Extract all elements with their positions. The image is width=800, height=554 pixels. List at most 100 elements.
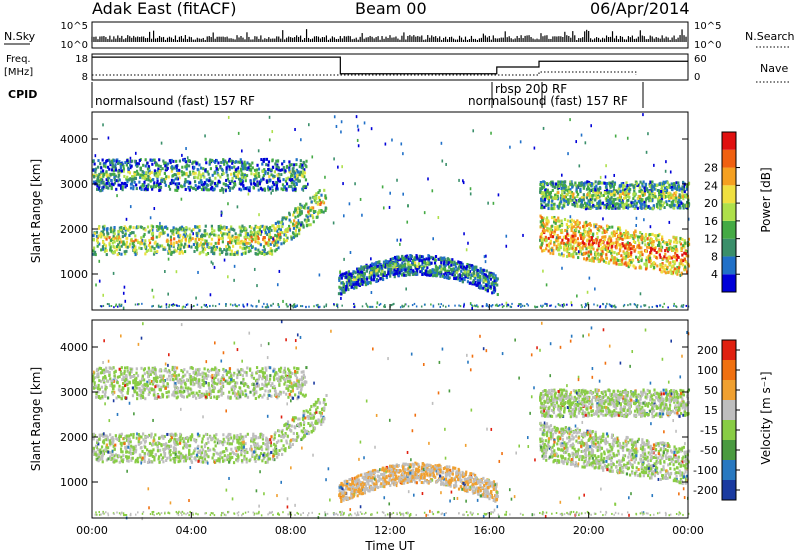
heat-cell: [652, 243, 655, 247]
heat-cell: [587, 182, 590, 186]
heat-cell: [362, 276, 365, 280]
heat-cell: [539, 246, 543, 250]
heat-cell: [614, 197, 617, 201]
heat-cell: [542, 185, 546, 189]
heat-cell: [682, 185, 685, 189]
heat-cell: [442, 273, 445, 277]
heat-cell: [371, 263, 375, 267]
noise-cell: [569, 118, 571, 122]
heat-cell: [593, 256, 596, 260]
heat-cell: [663, 205, 666, 209]
heat-cell: [115, 179, 118, 183]
heat-cell: [140, 187, 143, 191]
heat-cell: [207, 172, 210, 176]
heat-cell: [117, 229, 120, 233]
heat-cell: [557, 180, 560, 184]
heat-cell: [555, 195, 558, 199]
heat-cell: [103, 249, 107, 253]
heat-cell: [97, 175, 100, 179]
heat-cell: [161, 167, 164, 171]
heat-cell: [659, 190, 663, 194]
heat-cell: [281, 216, 284, 220]
heat-cell: [592, 182, 595, 186]
heat-cell: [395, 255, 399, 259]
heat-cell: [592, 247, 595, 251]
heat-cell: [640, 236, 643, 240]
heat-cell: [234, 239, 237, 243]
heat-cell: [644, 232, 648, 236]
heat-cell: [391, 261, 394, 265]
heat-cell: [310, 200, 313, 204]
heat-cell: [238, 177, 241, 181]
heat-cell: [613, 233, 616, 237]
heat-cell: [621, 198, 624, 202]
heat-cell: [212, 251, 216, 255]
noise-cell: [668, 220, 671, 224]
heat-cell: [397, 263, 400, 267]
heat-cell: [393, 268, 396, 272]
heat-cell: [576, 202, 579, 206]
heat-cell: [358, 274, 361, 278]
noise-cell: [613, 173, 616, 177]
heat-cell: [93, 246, 96, 250]
noise-cell: [678, 204, 680, 208]
heat-cell: [654, 247, 657, 251]
heat-cell: [581, 246, 584, 250]
heat-cell: [539, 214, 542, 218]
heat-cell: [300, 211, 303, 215]
heat-cell: [577, 222, 581, 226]
heat-cell: [389, 269, 392, 273]
heat-cell: [198, 244, 201, 248]
heat-cell: [168, 249, 171, 253]
heat-cell: [226, 184, 230, 188]
heat-cell: [460, 277, 463, 281]
heat-cell: [205, 161, 208, 165]
heat-cell: [194, 171, 197, 175]
heat-cell: [157, 167, 160, 171]
heat-cell: [318, 189, 321, 193]
noise-cell: [258, 213, 260, 217]
heat-cell: [201, 233, 204, 237]
heat-cell: [356, 267, 359, 271]
heat-cell: [569, 183, 572, 187]
nsky-left-tick-top: 10^5: [61, 21, 88, 32]
heat-cell: [596, 235, 599, 239]
heat-cell: [288, 213, 291, 217]
heat-cell: [613, 190, 616, 194]
heat-cell: [551, 246, 554, 250]
heat-cell: [104, 244, 108, 248]
heat-cell: [194, 237, 197, 241]
heat-cell: [540, 197, 543, 201]
heat-cell: [158, 158, 161, 162]
heat-cell: [544, 235, 547, 239]
heat-cell: [211, 173, 214, 177]
heat-cell: [473, 268, 476, 272]
heat-cell: [250, 235, 253, 239]
heat-cell: [609, 183, 612, 187]
heat-cell: [121, 188, 124, 192]
heat-cell: [189, 181, 192, 185]
heat-cell: [623, 196, 626, 200]
heat-cell: [589, 243, 592, 247]
heat-cell: [139, 173, 142, 177]
heat-cell: [611, 184, 614, 188]
heat-cell: [611, 192, 614, 196]
heat-cell: [551, 196, 554, 200]
noise-cell: [405, 287, 407, 291]
heat-cell: [125, 243, 128, 247]
heat-cell: [636, 206, 639, 210]
heat-cell: [244, 227, 247, 231]
heat-cell: [651, 192, 654, 196]
nave-right-tick-top: 60: [694, 54, 707, 65]
heat-cell: [155, 174, 158, 178]
heat-cell: [599, 186, 602, 190]
heat-cell: [458, 278, 461, 282]
heat-cell: [552, 203, 556, 207]
heat-cell: [625, 185, 628, 189]
heat-cell: [347, 288, 350, 292]
heat-cell: [359, 278, 362, 282]
heat-cell: [312, 220, 315, 224]
heat-cell: [670, 185, 674, 189]
heat-cell: [220, 160, 223, 164]
heat-cell: [608, 236, 611, 240]
